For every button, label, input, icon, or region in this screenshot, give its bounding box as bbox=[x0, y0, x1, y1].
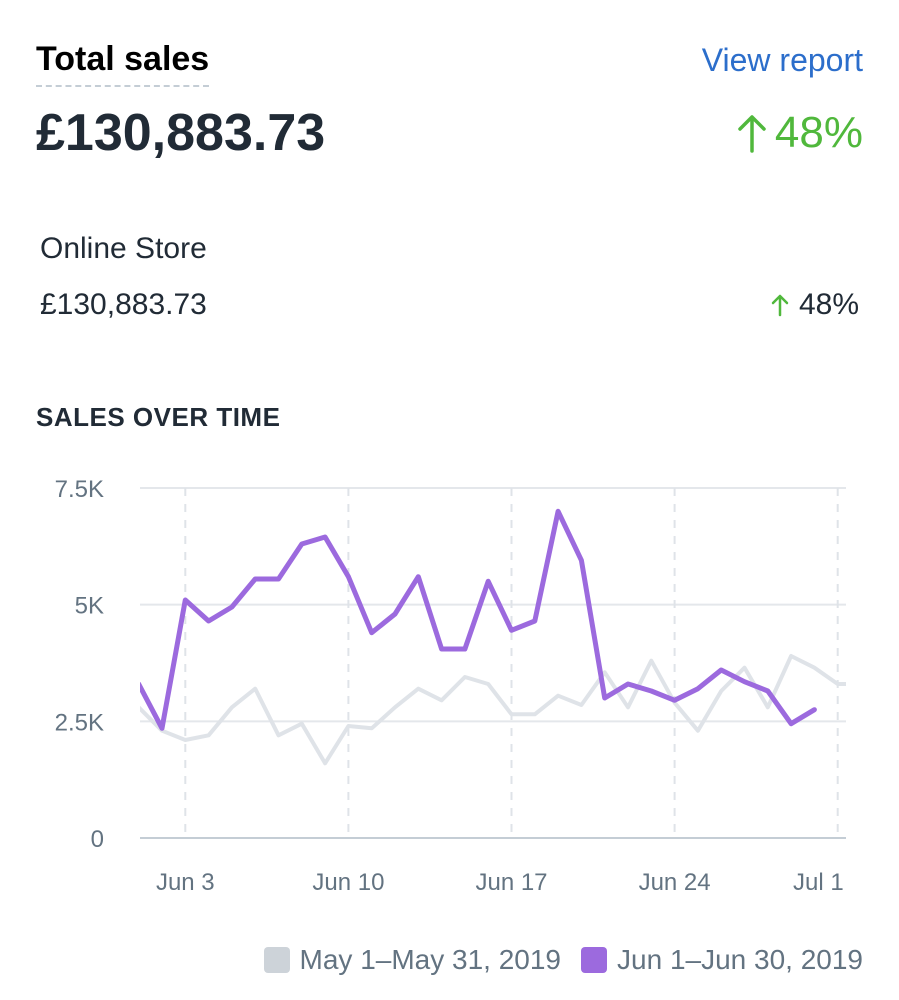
arrow-up-icon bbox=[738, 115, 766, 154]
x-tick-label: Jun 24 bbox=[639, 869, 711, 896]
total-sales-change-value: 48% bbox=[774, 108, 863, 157]
x-tick-label: Jun 10 bbox=[312, 869, 384, 896]
section-title: SALES OVER TIME bbox=[36, 402, 281, 432]
legend-swatch-current bbox=[581, 947, 608, 974]
chart-labels: 0 2.5K 5K 7.5K Jun 3 Jun 10 Jun 17 Jun 24 Jul 1 bbox=[55, 476, 844, 896]
legend-swatch-previous bbox=[263, 947, 290, 974]
series-line-previous bbox=[140, 654, 846, 766]
y-tick-label: 7.5K bbox=[55, 476, 104, 503]
chart-legend: May 1–May 31, 2019 Jun 1–Jun 30, 2019 bbox=[263, 944, 863, 976]
y-tick-label: 5K bbox=[75, 593, 104, 620]
x-tick-label: Jun 17 bbox=[475, 869, 547, 896]
x-tick-label: Jun 3 bbox=[156, 869, 215, 896]
chart-grid bbox=[140, 487, 846, 839]
arrow-up-icon bbox=[771, 295, 789, 317]
sales-over-time-chart: 0 2.5K 5K 7.5K Jun 3 Jun 10 Jun 17 Jun 24 Jul 1 bbox=[55, 476, 846, 896]
channel-label: Online Store bbox=[40, 232, 207, 265]
channel-change: 48% bbox=[771, 288, 859, 323]
x-tick-label: Jul 1 bbox=[793, 869, 844, 896]
total-sales-change: 48% bbox=[735, 108, 863, 159]
legend-label-previous: May 1–May 31, 2019 bbox=[299, 944, 562, 975]
legend-label-current: Jun 1–Jun 30, 2019 bbox=[617, 944, 863, 975]
total-sales-title: Total sales bbox=[36, 40, 210, 88]
channel-change-value: 48% bbox=[798, 288, 859, 321]
series-line-current bbox=[140, 508, 817, 731]
total-sales-value: £130,883.73 bbox=[36, 104, 326, 162]
view-report-link[interactable]: View report bbox=[701, 42, 863, 78]
channel-value: £130,883.73 bbox=[40, 288, 207, 321]
legend-item-previous: May 1–May 31, 2019 bbox=[263, 944, 562, 976]
chart-series bbox=[140, 508, 846, 766]
y-tick-label: 0 bbox=[91, 826, 104, 853]
legend-item-current: Jun 1–Jun 30, 2019 bbox=[581, 944, 863, 976]
y-tick-label: 2.5K bbox=[55, 709, 104, 736]
